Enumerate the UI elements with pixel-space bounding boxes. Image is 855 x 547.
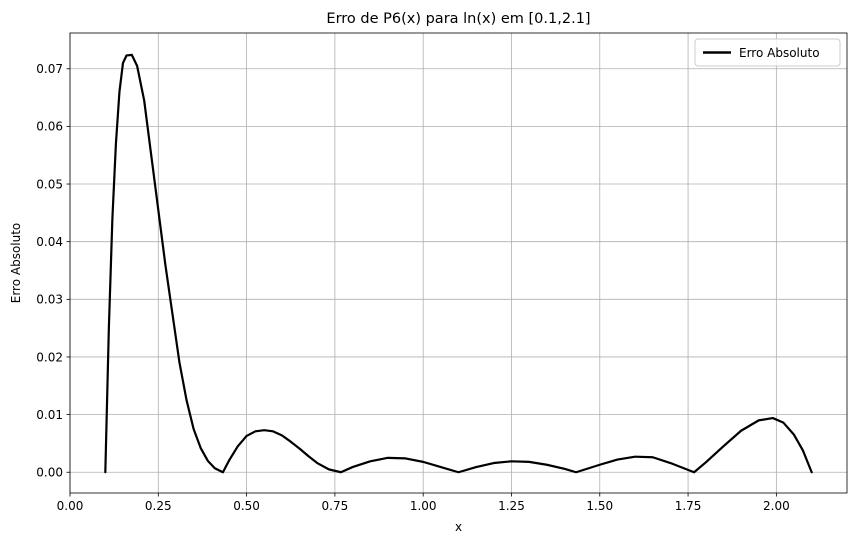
series-layer	[104, 53, 813, 474]
y-axis-label: Erro Absoluto	[9, 223, 23, 304]
y-tick-label: 0.07	[36, 62, 63, 76]
series-line-erro-absoluto	[104, 53, 813, 474]
x-tick-label: 1.50	[586, 499, 613, 513]
x-tick-label: 1.75	[675, 499, 702, 513]
x-axis-label: x	[455, 520, 462, 534]
x-tick-label: 1.25	[498, 499, 525, 513]
legend-box	[694, 38, 841, 67]
legend-entry-label: Erro Absoluto	[739, 46, 820, 60]
y-tick-label: 0.04	[36, 235, 63, 249]
plot-frame	[69, 32, 848, 494]
grid-lines	[69, 33, 847, 493]
x-tick-label: 0.75	[322, 499, 349, 513]
x-tick-label: 1.00	[410, 499, 437, 513]
chart-title: Erro de P6(x) para ln(x) em [0.1,2.1]	[326, 11, 590, 27]
y-tick-label: 0.01	[36, 408, 63, 422]
legend: Erro Absoluto	[694, 38, 841, 67]
x-tick-label: 0.25	[145, 499, 172, 513]
y-tick-label: 0.02	[36, 350, 63, 364]
tick-layer: 0.00 0.25 0.50 0.75 1.00 1.25 1.50 1.75 2.00 0.00…	[36, 62, 789, 513]
y-tick-label: 0.00	[36, 466, 63, 480]
y-tick-label: 0.05	[36, 177, 63, 191]
x-tick-label: 0.00	[57, 499, 84, 513]
y-tick-label: 0.03	[36, 293, 63, 307]
x-tick-label: 2.00	[763, 499, 790, 513]
y-tick-label: 0.06	[36, 120, 63, 134]
x-tick-label: 0.50	[233, 499, 260, 513]
